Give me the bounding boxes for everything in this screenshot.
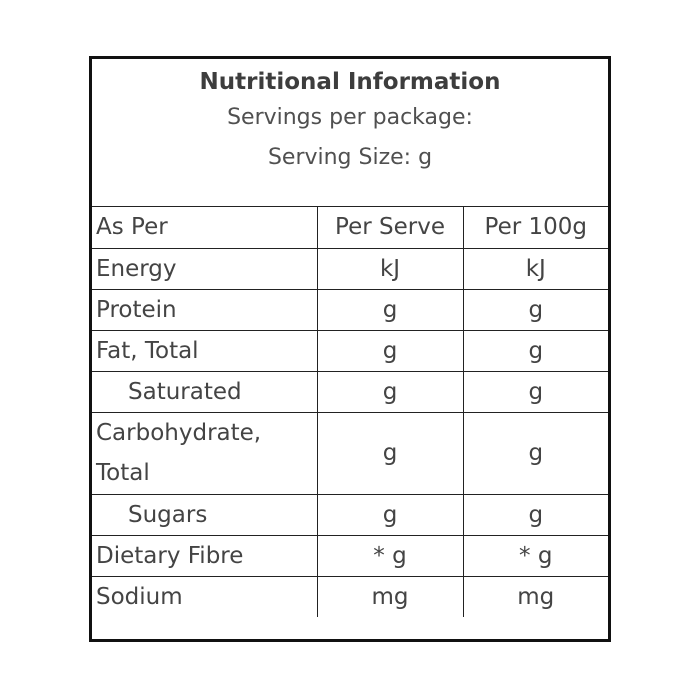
row-label: Carbohydrate, Total bbox=[92, 411, 317, 494]
table-row-carbohydrate-total: Carbohydrate, Total g g bbox=[92, 411, 608, 494]
per-100g-value: g bbox=[462, 370, 608, 412]
column-header-per-100g: Per 100g bbox=[462, 207, 608, 248]
per-100g-value: * g bbox=[462, 534, 608, 576]
row-label: Energy bbox=[92, 247, 317, 289]
table-row-sodium: Sodium mg mg bbox=[92, 575, 608, 617]
serving-size: Serving Size: g bbox=[267, 145, 433, 170]
servings-per-package: Servings per package: bbox=[227, 105, 473, 130]
row-label: Fat, Total bbox=[92, 329, 317, 371]
column-header-per-serve: Per Serve bbox=[316, 207, 463, 248]
row-label: Sodium bbox=[92, 575, 317, 617]
per-serve-value: g bbox=[316, 370, 463, 412]
table-header-row: As Per Per Serve Per 100g bbox=[92, 207, 608, 248]
per-serve-value: g bbox=[316, 288, 463, 330]
per-100g-value: g bbox=[462, 493, 608, 535]
per-serve-value: g bbox=[316, 329, 463, 371]
table-row-energy: Energy kJ kJ bbox=[92, 247, 608, 289]
per-100g-value: kJ bbox=[462, 247, 608, 289]
table-row-saturated: Saturated g g bbox=[92, 370, 608, 412]
nutrition-header: Nutritional Information Servings per pac… bbox=[92, 59, 608, 207]
row-label: Protein bbox=[92, 288, 317, 330]
per-100g-value: g bbox=[462, 288, 608, 330]
row-label: Dietary Fibre bbox=[92, 534, 317, 576]
per-100g-value: mg bbox=[462, 575, 608, 617]
table-row-protein: Protein g g bbox=[92, 288, 608, 330]
table-row-sugars: Sugars g g bbox=[92, 493, 608, 535]
table-row-fat-total: Fat, Total g g bbox=[92, 329, 608, 371]
per-100g-value: g bbox=[462, 411, 608, 494]
table-row-dietary-fibre: Dietary Fibre * g * g bbox=[92, 534, 608, 576]
nutrition-table: As Per Per Serve Per 100g Energy kJ kJ P… bbox=[92, 207, 608, 617]
per-serve-value: g bbox=[316, 493, 463, 535]
per-serve-value: mg bbox=[316, 575, 463, 617]
per-serve-value: kJ bbox=[316, 247, 463, 289]
row-label: Sugars bbox=[92, 493, 317, 535]
per-100g-value: g bbox=[462, 329, 608, 371]
nutrition-panel: Nutritional Information Servings per pac… bbox=[89, 56, 611, 642]
panel-title: Nutritional Information bbox=[199, 69, 501, 95]
column-header-as-per: As Per bbox=[96, 214, 168, 241]
per-serve-value: g bbox=[316, 411, 463, 494]
row-label: Saturated bbox=[92, 370, 317, 412]
per-serve-value: * g bbox=[316, 534, 463, 576]
